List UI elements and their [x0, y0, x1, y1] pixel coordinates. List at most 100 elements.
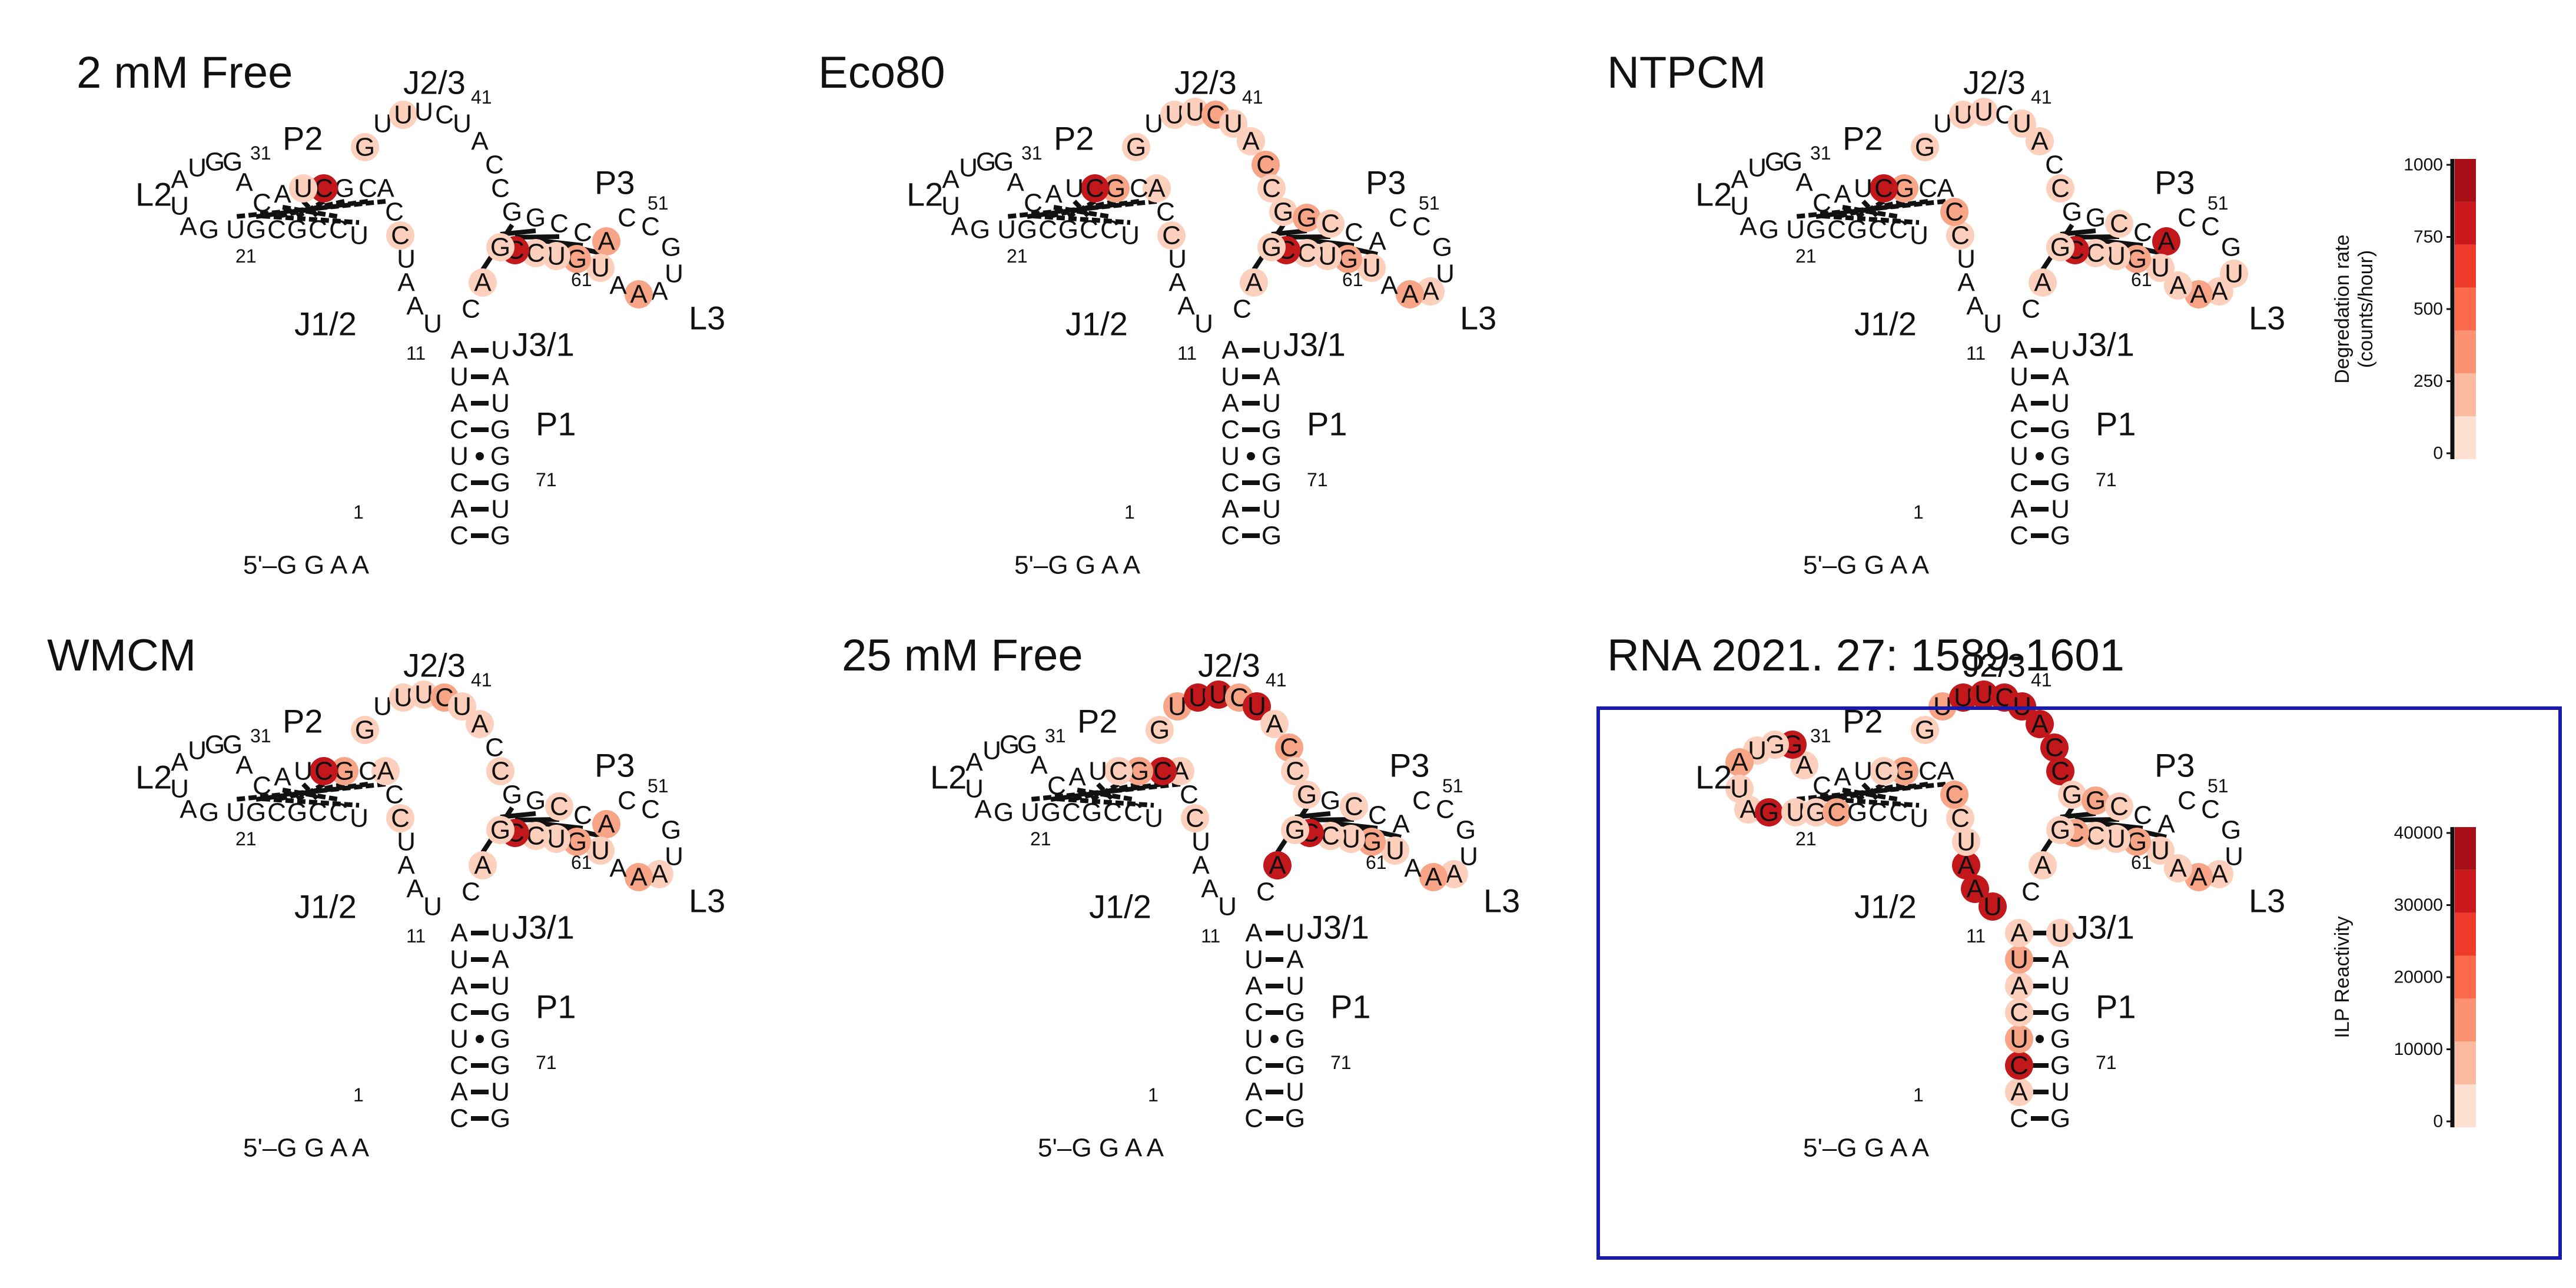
nucleotide: A [171, 165, 188, 194]
legend-degradation: 1000 750 500 250 0 Degredation rate (counts/ho… [2331, 147, 2508, 503]
legend-tick: 0 [2433, 1112, 2443, 1131]
region-label-p2: P2 [1077, 703, 1118, 740]
nucleotide: U [1262, 336, 1281, 365]
reactivity-marker [2046, 233, 2074, 261]
reactivity-marker [389, 101, 417, 129]
position-number: 11 [406, 343, 426, 364]
nucleotide: U [1244, 945, 1263, 974]
position-number: 61 [2131, 852, 2152, 873]
nucleotide: C [1321, 822, 1340, 851]
position-number: 71 [1307, 469, 1328, 490]
nucleotide: G [2050, 416, 2070, 444]
legend-swatch [2455, 1041, 2476, 1085]
nucleotide: C [526, 239, 545, 268]
nucleotide: A [2010, 972, 2028, 1001]
nucleotide: G [2127, 828, 2147, 857]
reactivity-marker [625, 863, 653, 891]
nucleotide: U [1286, 919, 1304, 948]
nucleotide: U [1362, 254, 1381, 283]
nucleotide: G [1262, 416, 1282, 444]
nucleotide: G [199, 215, 219, 244]
nucleotide: G [1915, 716, 1935, 745]
reactivity-marker [1911, 716, 1939, 744]
nucleotide: A [1425, 863, 1442, 892]
nucleotide: G [223, 148, 243, 177]
reactivity-marker [1952, 851, 1980, 879]
reactivity-marker [466, 710, 494, 738]
region-label-l2: L2 [135, 176, 172, 213]
nucleotide: C [1221, 416, 1240, 444]
nucleotide: G [2127, 245, 2147, 274]
nucleotide: G [490, 416, 510, 444]
reactivity-marker [1275, 733, 1303, 762]
nucleotide: G [1262, 233, 1282, 262]
position-number: 11 [1966, 343, 1986, 364]
nucleotide: G [2050, 1025, 2070, 1054]
nucleotide: C [2010, 469, 2029, 497]
nucleotide: A [1242, 127, 1260, 156]
nucleotide: G [567, 828, 587, 857]
reactivity-marker [1081, 174, 1109, 203]
nucleotide: C [2010, 998, 2029, 1027]
reactivity-marker [371, 757, 400, 785]
nucleotide: C [435, 101, 454, 130]
region-label-l3: L3 [1483, 882, 1520, 919]
nucleotide: A [450, 919, 468, 948]
nucleotide: G [2221, 233, 2241, 262]
nucleotide: C [267, 798, 286, 827]
legend-tick: 30000 [2394, 895, 2443, 915]
position-number: 1 [353, 502, 364, 523]
reactivity-marker [1146, 716, 1174, 744]
reactivity-marker [448, 692, 476, 721]
reactivity-marker [2123, 245, 2151, 273]
position-number: 1 [1913, 502, 1924, 523]
reactivity-marker [2164, 854, 2192, 882]
reactivity-marker [1946, 804, 1974, 832]
position-number: 1 [353, 1084, 364, 1106]
nucleotide: U [491, 389, 510, 418]
legend-tick: 1000 [2404, 155, 2443, 175]
nucleotide: G [1017, 731, 1037, 759]
nucleotide: U [226, 798, 245, 827]
reactivity-marker [310, 174, 338, 203]
nucleotide: G [1000, 731, 1020, 759]
region-label-p1: P1 [1330, 988, 1371, 1025]
nucleotide: A [471, 710, 489, 739]
nucleotide: G [199, 798, 219, 827]
nucleotide: C [450, 1051, 469, 1080]
nucleotide: U [373, 692, 392, 721]
nucleotide: A [942, 165, 960, 194]
reactivity-marker [1125, 757, 1153, 785]
nucleotide: U [1189, 683, 1207, 712]
nucleotide: U [1983, 310, 2002, 338]
nucleotide: U [1218, 892, 1237, 921]
nucleotide: G [287, 215, 307, 244]
panel-title: RNA 2021. 27: 1589-1601 [1607, 630, 2124, 680]
region-label-j2_3: J2/3 [403, 647, 466, 684]
nucleotide: G [490, 442, 510, 471]
panel-title: 25 mM Free [842, 630, 1083, 680]
reactivity-marker [469, 851, 497, 879]
reactivity-marker [310, 757, 338, 785]
nucleotide: G [526, 786, 546, 815]
nucleotide: C [385, 198, 404, 227]
nucleotide: U [1221, 442, 1240, 471]
nucleotide: U [2051, 1078, 2070, 1107]
reactivity-marker [486, 757, 514, 785]
legend-swatch [2455, 159, 2476, 202]
nucleotide: A [2190, 863, 2207, 892]
position-number: 1 [1124, 502, 1135, 523]
nucleotide: C [2021, 878, 2040, 907]
nucleotide: G [287, 798, 307, 827]
nucleotide: A [1740, 213, 1757, 241]
nucleotide: G [490, 1051, 510, 1080]
nucleotide: U [591, 254, 610, 283]
position-number: 31 [1045, 725, 1066, 746]
reactivity-marker [1781, 798, 1810, 826]
nucleotide: G [490, 1025, 510, 1054]
position-number: 51 [648, 192, 669, 214]
nucleotide: C [550, 792, 569, 821]
reactivity-marker [1949, 683, 1977, 712]
